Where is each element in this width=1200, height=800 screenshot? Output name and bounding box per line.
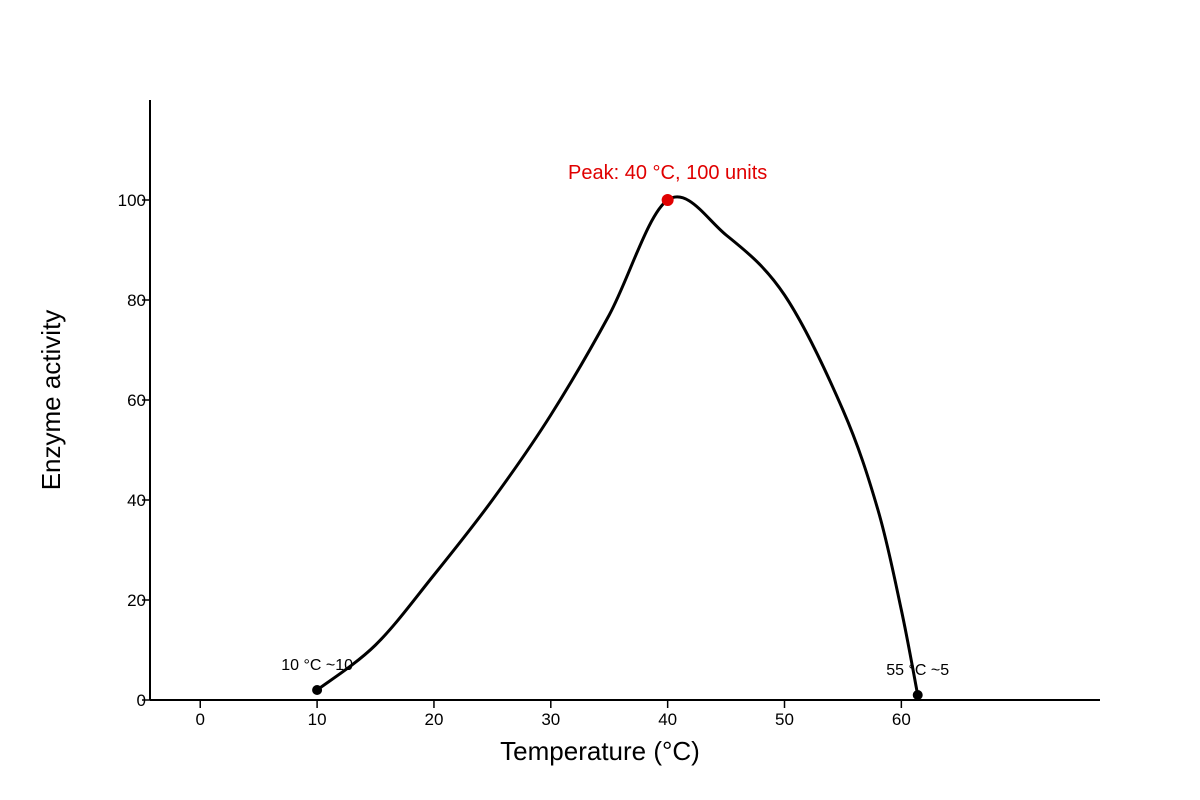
x-tick-label: 0	[196, 710, 205, 729]
y-tick-label: 100	[118, 191, 146, 210]
point-marker	[912, 690, 923, 700]
y-tick-label: 80	[127, 291, 146, 310]
x-axis-title: Temperature (°C)	[500, 736, 700, 766]
point-label: 10 °C ~10	[281, 657, 353, 674]
markers: Peak: 40 °C, 100 units 10 °C ~10 55 °C ~5	[281, 162, 949, 700]
x-tick-label: 30	[541, 710, 560, 729]
x-tick-label: 40	[658, 710, 677, 729]
peak-marker	[661, 194, 674, 206]
peak-label: Peak: 40 °C, 100 units	[568, 162, 767, 184]
axes	[149, 100, 1100, 701]
x-tick-label: 50	[775, 710, 794, 729]
ticks: 0 10 20 30 40 50 60 0 20 40 60 80 100	[118, 191, 911, 729]
x-tick-label: 20	[424, 710, 443, 729]
y-tick-label: 20	[127, 591, 146, 610]
point-label: 55 °C ~5	[886, 662, 949, 679]
y-axis-title: Enzyme activity	[36, 310, 66, 491]
x-tick-label: 60	[892, 710, 911, 729]
y-tick-label: 0	[137, 691, 146, 710]
series-line	[316, 195, 920, 696]
y-tick-label: 60	[127, 391, 146, 410]
point-marker	[312, 685, 323, 695]
x-tick-label: 10	[308, 710, 327, 729]
y-tick-label: 40	[127, 491, 146, 510]
